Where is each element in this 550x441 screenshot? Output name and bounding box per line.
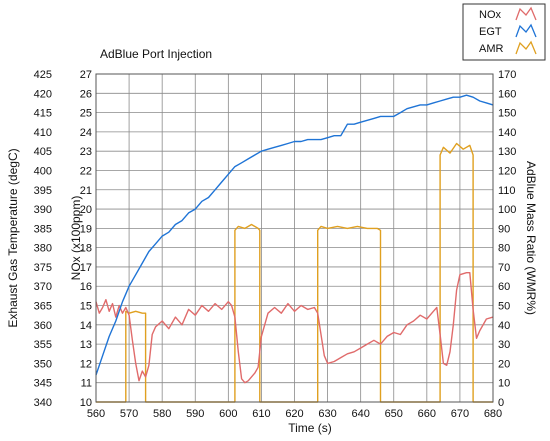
nox-tick-label: 13 bbox=[80, 339, 92, 351]
egt-tick-label: 385 bbox=[34, 223, 52, 235]
nox-tick-label: 15 bbox=[80, 301, 92, 313]
amr-axis-label: AdBlue Mass Ratio (WMR%) bbox=[524, 161, 538, 315]
x-tick-label: 560 bbox=[87, 408, 105, 420]
egt-tick-label: 380 bbox=[34, 243, 52, 255]
legend-label-amr: AMR bbox=[479, 43, 504, 55]
egt-tick-label: 415 bbox=[34, 108, 52, 120]
chart-title: AdBlue Port Injection bbox=[100, 47, 212, 61]
nox-tick-label: 25 bbox=[80, 108, 92, 120]
egt-tick-label: 390 bbox=[34, 204, 52, 216]
x-tick-label: 640 bbox=[351, 408, 369, 420]
amr-tick-label: 90 bbox=[498, 223, 510, 235]
egt-tick-label: 395 bbox=[34, 185, 52, 197]
legend-box bbox=[462, 3, 546, 61]
amr-tick-label: 120 bbox=[498, 165, 516, 177]
nox-tick-label: 12 bbox=[80, 358, 92, 370]
nox-tick-label: 24 bbox=[80, 127, 92, 139]
amr-tick-label: 110 bbox=[498, 185, 516, 197]
amr-tick-label: 70 bbox=[498, 262, 510, 274]
grid-lines bbox=[95, 73, 494, 403]
x-tick-label: 620 bbox=[285, 408, 303, 420]
plot-frame bbox=[95, 73, 494, 403]
egt-tick-label: 405 bbox=[34, 146, 52, 158]
x-tick-label: 650 bbox=[385, 408, 403, 420]
amr-tick-label: 100 bbox=[498, 204, 516, 216]
amr-tick-label: 130 bbox=[498, 146, 516, 158]
legend-swatch-amr bbox=[515, 40, 537, 55]
nox-tick-label: 27 bbox=[80, 69, 92, 81]
amr-tick-label: 170 bbox=[498, 69, 516, 81]
x-tick-label: 600 bbox=[219, 408, 237, 420]
series-layer bbox=[95, 94, 494, 403]
egt-tick-label: 400 bbox=[34, 165, 52, 177]
nox-tick-label: 19 bbox=[80, 223, 92, 235]
legend-swatch-egt bbox=[515, 23, 537, 38]
egt-tick-label: 425 bbox=[34, 69, 52, 81]
x-tick-label: 680 bbox=[484, 408, 502, 420]
series-line-nox bbox=[95, 272, 494, 384]
nox-tick-label: 26 bbox=[80, 88, 92, 100]
amr-tick-label: 40 bbox=[498, 320, 510, 332]
x-tick-label: 630 bbox=[318, 408, 336, 420]
egt-tick-label: 365 bbox=[34, 301, 52, 313]
egt-tick-label: 350 bbox=[34, 358, 52, 370]
egt-tick-label: 420 bbox=[34, 88, 52, 100]
x-tick-label: 610 bbox=[252, 408, 270, 420]
series-line-amr bbox=[96, 142, 493, 403]
egt-tick-label: 340 bbox=[34, 397, 52, 409]
amr-tick-label: 50 bbox=[498, 301, 510, 313]
amr-tick-label: 0 bbox=[498, 397, 504, 409]
egt-tick-label: 410 bbox=[34, 127, 52, 139]
amr-tick-label: 160 bbox=[498, 88, 516, 100]
nox-tick-label: 18 bbox=[80, 243, 92, 255]
nox-tick-label: 21 bbox=[80, 185, 92, 197]
nox-tick-label: 22 bbox=[80, 165, 92, 177]
amr-tick-label: 30 bbox=[498, 339, 510, 351]
amr-tick-label: 150 bbox=[498, 108, 516, 120]
egt-tick-label: 375 bbox=[34, 262, 52, 274]
x-tick-label: 590 bbox=[186, 408, 204, 420]
x-tick-label: 570 bbox=[120, 408, 138, 420]
series-line-egt bbox=[95, 94, 494, 376]
nox-tick-label: 20 bbox=[80, 204, 92, 216]
x-axis-label: Time (s) bbox=[288, 421, 332, 435]
nox-tick-label: 17 bbox=[80, 262, 92, 274]
egt-tick-label: 360 bbox=[34, 320, 52, 332]
egt-axis-label: Exhaust Gas Temperature (degC) bbox=[6, 148, 20, 327]
amr-tick-label: 140 bbox=[498, 127, 516, 139]
x-tick-label: 660 bbox=[418, 408, 436, 420]
amr-tick-label: 80 bbox=[498, 243, 510, 255]
legend: NOx EGT AMR bbox=[462, 3, 546, 61]
egt-tick-label: 355 bbox=[34, 339, 52, 351]
x-tick-label: 670 bbox=[451, 408, 469, 420]
amr-tick-label: 20 bbox=[498, 358, 510, 370]
axes bbox=[95, 73, 494, 403]
nox-axis-label: NOx (x100ppm) bbox=[69, 196, 83, 281]
x-tick-label: 580 bbox=[153, 408, 171, 420]
nox-tick-label: 16 bbox=[80, 281, 92, 293]
legend-label-egt: EGT bbox=[479, 26, 502, 38]
nox-tick-label: 14 bbox=[80, 320, 92, 332]
nox-tick-label: 10 bbox=[80, 397, 92, 409]
legend-swatch-nox bbox=[515, 6, 537, 21]
amr-tick-label: 60 bbox=[498, 281, 510, 293]
tick-labels: 560 570 580 590 600 610 620 630 640 650 660 670 6801… bbox=[34, 69, 517, 420]
nox-tick-label: 11 bbox=[81, 378, 92, 390]
amr-tick-label: 10 bbox=[498, 378, 510, 390]
legend-label-nox: NOx bbox=[479, 9, 502, 21]
egt-tick-label: 345 bbox=[34, 378, 52, 390]
nox-tick-label: 23 bbox=[80, 146, 92, 158]
egt-tick-label: 370 bbox=[34, 281, 52, 293]
